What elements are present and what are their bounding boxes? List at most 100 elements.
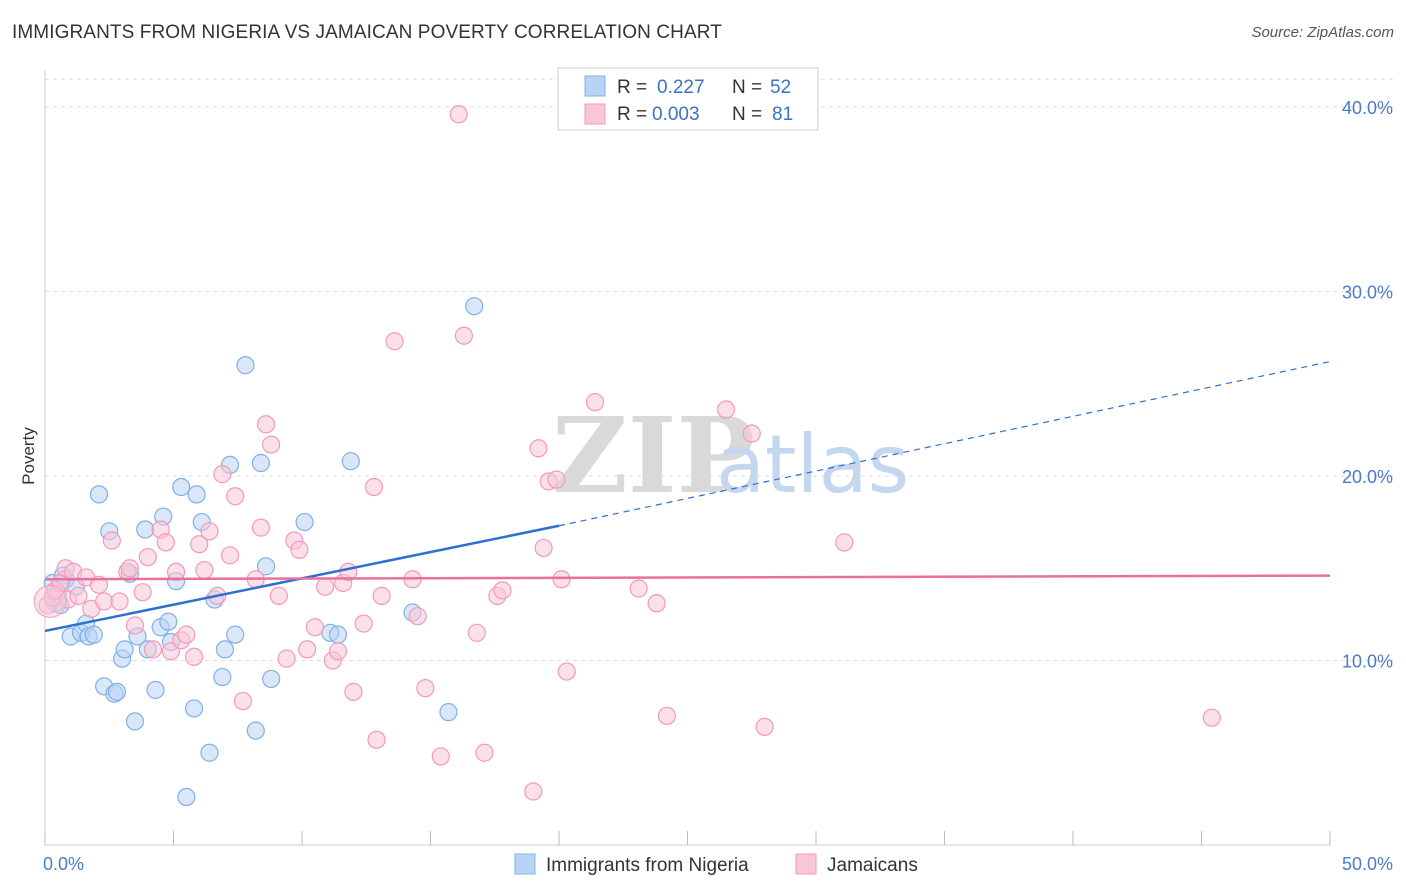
nigeria-point [226, 625, 245, 644]
jamaicans-point [102, 531, 121, 550]
jamaicans-point [220, 546, 240, 565]
nigeria-point [187, 485, 206, 504]
jamaicans-point [529, 439, 548, 458]
nigeria-point [172, 477, 191, 497]
jamaicans-point [177, 625, 196, 644]
stats-n-label-1: N = [732, 77, 762, 98]
y-tick-label: 30.0% [1342, 282, 1393, 302]
jamaicans-point [328, 642, 348, 661]
jamaicans-cluster-point [33, 584, 67, 618]
stats-r-label-1: R = [617, 77, 647, 98]
nigeria-point [341, 452, 360, 471]
jamaicans-point [475, 743, 494, 762]
stats-swatch-pink [584, 103, 606, 125]
jamaicans-point [125, 616, 145, 635]
jamaicans-point [256, 415, 276, 434]
jamaicans-point [1202, 708, 1221, 727]
stats-n-label-2: N = [732, 104, 762, 125]
jamaicans-point [110, 592, 129, 611]
legend-swatch-jamaicans [795, 853, 817, 875]
jamaicans-point [184, 647, 204, 666]
jamaicans-point [166, 562, 186, 582]
stats-swatch-blue [584, 75, 606, 97]
jamaicans-point [367, 730, 386, 749]
y-tick-label: 10.0% [1342, 651, 1393, 671]
jamaicans-point [200, 522, 219, 541]
nigeria-point [136, 520, 155, 539]
stats-n-value-2: 81 [772, 104, 793, 125]
stats-n-value-1: 52 [770, 77, 791, 98]
jamaicans-point [585, 393, 605, 412]
jamaicans-point [133, 583, 152, 602]
nigeria-point [465, 297, 484, 316]
stats-r-value-1: 0.227 [657, 77, 705, 98]
nigeria-point [236, 356, 255, 375]
jamaicans-point [143, 640, 163, 659]
jamaicans-point [316, 577, 335, 596]
chart-title: IMMIGRANTS FROM NIGERIA VS JAMAICAN POVE… [12, 22, 722, 43]
nigeria-point [107, 682, 127, 701]
jamaicans-point [69, 586, 88, 605]
jamaicans-point [449, 105, 468, 124]
axes [44, 70, 1331, 846]
jamaicans-point [647, 594, 666, 613]
source-credit: Source: ZipAtlas.com [1251, 24, 1394, 41]
jamaicans-point [408, 607, 427, 626]
jamaicans-point [344, 682, 363, 701]
y-axis-label: Poverty [19, 427, 38, 485]
jamaicans-point [364, 477, 384, 497]
jamaicans-point [835, 533, 854, 552]
legend-label-nigeria: Immigrants from Nigeria [546, 855, 749, 876]
jamaicans-point [120, 559, 139, 578]
stats-r-value-2: 0.003 [652, 104, 700, 125]
jamaicans-point [156, 533, 175, 552]
jamaicans-point [372, 586, 391, 605]
y-tick-label: 40.0% [1342, 98, 1393, 118]
jamaicans-point [454, 326, 474, 345]
jamaicans-point [354, 614, 373, 633]
nigeria-point [213, 667, 232, 687]
nigeria-point [159, 612, 178, 631]
nigeria-point [84, 625, 103, 644]
jamaicans-point [552, 570, 571, 589]
nigeria-point [89, 485, 109, 504]
jamaicans-point [95, 592, 114, 611]
nigeria-point [146, 680, 165, 700]
x-tick-label: 50.0% [1342, 854, 1393, 874]
nigeria-point [177, 787, 196, 807]
jamaicans-point [233, 691, 252, 711]
jamaicans-point [431, 747, 450, 766]
trend-lines [44, 360, 1331, 633]
data-points [33, 105, 1221, 807]
jamaicans-point [416, 679, 435, 698]
jamaicans-point [557, 662, 576, 681]
jamaicans-point [138, 548, 157, 567]
nigeria-point [328, 625, 348, 644]
nigeria-point [262, 669, 281, 689]
nigeria-point [246, 721, 265, 740]
nigeria-point [256, 557, 276, 576]
jamaicans-point [385, 332, 404, 351]
jamaicans-point [251, 518, 270, 537]
jamaicans-point [269, 586, 288, 605]
nigeria-point [295, 512, 314, 532]
stats-box: R = 0.227 N = 52 R = 0.003 N = 81 [557, 67, 819, 131]
jamaicans-point [755, 717, 774, 737]
jamaicans-point [262, 435, 281, 454]
jamaicans-point [213, 465, 232, 484]
jamaicans-point [742, 424, 761, 443]
jamaicans-point [226, 487, 245, 506]
x-tick-label: 0.0% [43, 854, 84, 874]
nigeria-point [200, 743, 219, 762]
nigeria-point [251, 453, 270, 473]
jamaicans-point [657, 706, 677, 725]
jamaicans-point [161, 642, 181, 661]
jamaicans-point [629, 579, 648, 598]
jamaicans-point [493, 581, 512, 600]
legend-swatch-nigeria [514, 853, 536, 875]
stats-r-label-2: R = [617, 104, 647, 125]
jamaicans-point [305, 618, 324, 637]
jamaicans-point [534, 538, 553, 558]
nigeria-point [125, 712, 145, 731]
